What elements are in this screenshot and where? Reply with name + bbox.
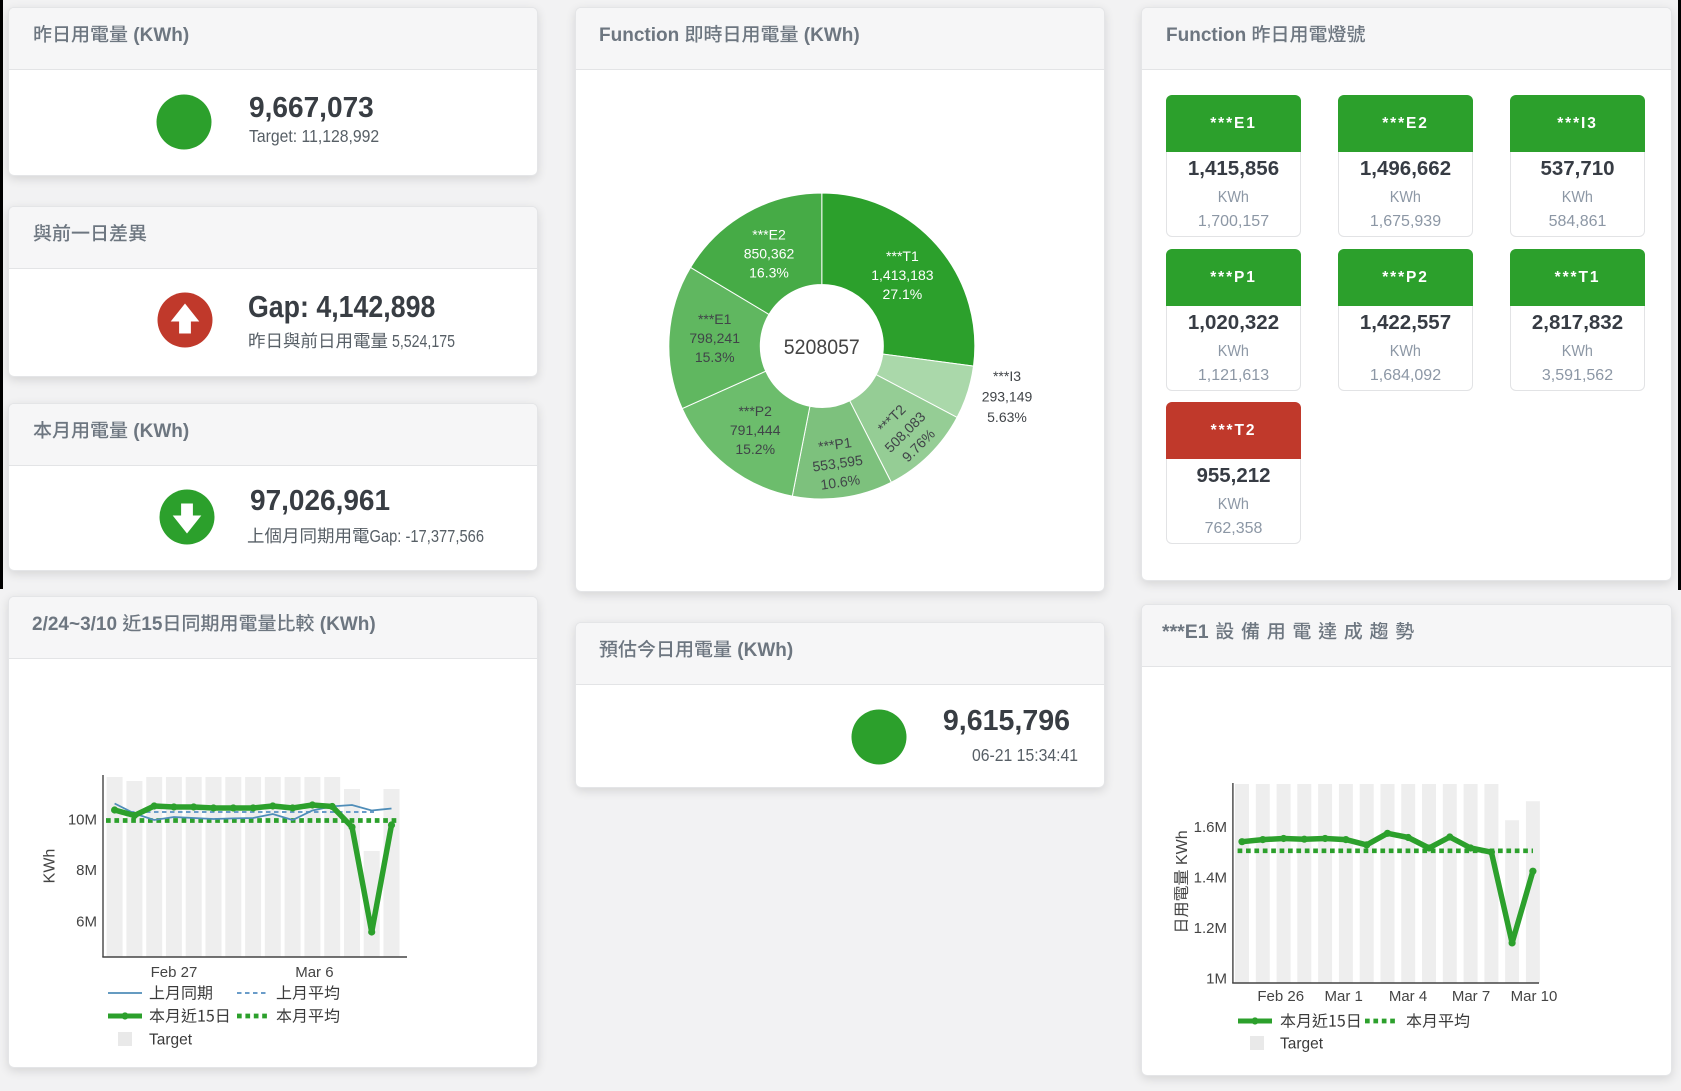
svg-text:27.1%: 27.1% xyxy=(883,286,923,302)
svg-text:850,362: 850,362 xyxy=(744,245,795,261)
svg-text:16.3%: 16.3% xyxy=(749,264,789,280)
svg-text:***E2: ***E2 xyxy=(752,226,786,242)
svg-text:Feb 27: Feb 27 xyxy=(151,964,198,981)
svg-text:791,444: 791,444 xyxy=(730,422,781,438)
svg-text:***I3: ***I3 xyxy=(993,368,1021,384)
svg-text:Target: Target xyxy=(149,1032,193,1049)
svg-text:1.6M: 1.6M xyxy=(1194,819,1227,836)
svg-text:Feb 26: Feb 26 xyxy=(1257,988,1304,1005)
svg-text:2/24~3/10: 2/24~3/10 xyxy=(32,614,122,635)
svg-text:KWh: KWh xyxy=(1174,830,1191,869)
svg-text:***P1: ***P1 xyxy=(817,434,853,455)
svg-text:Function: Function xyxy=(1166,25,1251,46)
svg-text:1M: 1M xyxy=(1206,971,1227,988)
svg-text:***P2: ***P2 xyxy=(738,403,772,419)
svg-text:Mar 6: Mar 6 xyxy=(295,964,333,981)
svg-text:5208057: 5208057 xyxy=(784,336,860,359)
svg-text:1.2M: 1.2M xyxy=(1194,920,1227,937)
svg-text:Mar 4: Mar 4 xyxy=(1389,988,1427,1005)
svg-text:Mar 10: Mar 10 xyxy=(1511,988,1558,1005)
svg-text:Target: Target xyxy=(1280,1036,1324,1053)
svg-text:553,595: 553,595 xyxy=(811,452,864,475)
svg-text:(KWh): (KWh) xyxy=(732,640,793,661)
svg-text:(KWh): (KWh) xyxy=(799,25,860,46)
svg-text:798,241: 798,241 xyxy=(689,330,740,346)
svg-text:15: 15 xyxy=(141,614,163,635)
svg-text:5.63%: 5.63% xyxy=(987,409,1027,425)
svg-text:10M: 10M xyxy=(68,812,97,829)
svg-text:(KWh): (KWh) xyxy=(128,25,189,46)
svg-text:15.3%: 15.3% xyxy=(695,349,735,365)
svg-text:1,413,183: 1,413,183 xyxy=(871,267,933,283)
svg-text:Mar 1: Mar 1 xyxy=(1325,988,1363,1005)
svg-text:293,149: 293,149 xyxy=(982,389,1033,405)
svg-text:(KWh): (KWh) xyxy=(315,614,376,635)
svg-text:Gap: -17,377,566: Gap: -17,377,566 xyxy=(370,526,485,546)
svg-text:Function: Function xyxy=(599,25,684,46)
svg-text:***E1: ***E1 xyxy=(1162,622,1209,643)
svg-text:(KWh): (KWh) xyxy=(128,421,189,442)
svg-text:KWh: KWh xyxy=(42,849,59,884)
svg-text:***T1: ***T1 xyxy=(886,248,919,264)
svg-text:5,524,175: 5,524,175 xyxy=(388,331,455,351)
svg-text:Mar 7: Mar 7 xyxy=(1452,988,1490,1005)
svg-text:15.2%: 15.2% xyxy=(735,441,775,457)
svg-text:1.4M: 1.4M xyxy=(1194,870,1227,887)
svg-text:10.6%: 10.6% xyxy=(819,471,861,492)
svg-text:6M: 6M xyxy=(76,914,97,931)
svg-text:***E1: ***E1 xyxy=(698,311,732,327)
svg-text:8M: 8M xyxy=(76,862,97,879)
